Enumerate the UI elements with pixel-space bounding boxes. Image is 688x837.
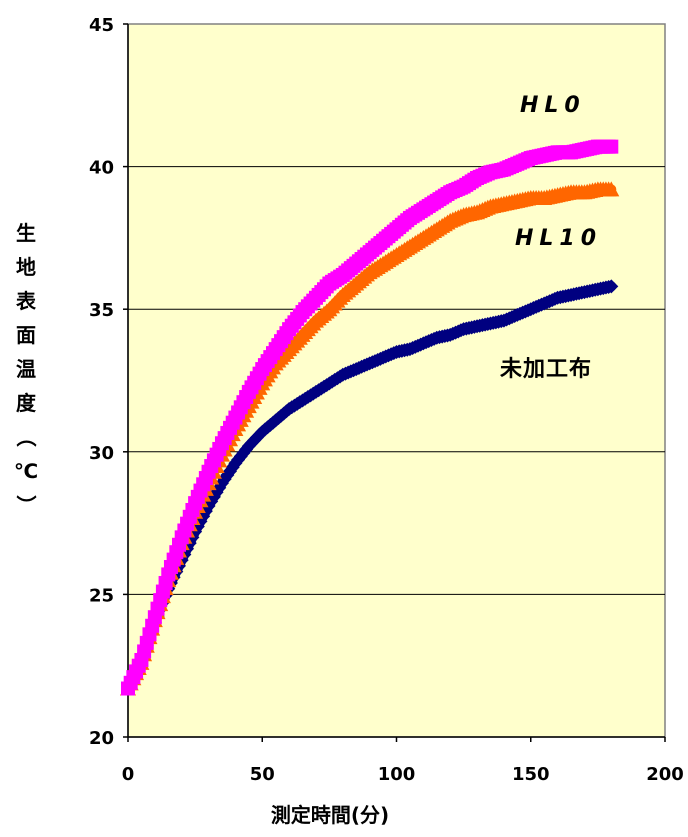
y-tick-label: 35 xyxy=(89,300,114,321)
x-tick-label: 100 xyxy=(378,764,416,785)
data-point xyxy=(604,139,619,154)
plot-area xyxy=(127,23,666,738)
y-tick-label: 40 xyxy=(89,158,114,179)
x-tick-label: 150 xyxy=(512,764,550,785)
x-axis-label: 測定時間(分) xyxy=(271,803,389,827)
y-tick-label: 45 xyxy=(89,15,114,36)
x-tick-label: 50 xyxy=(250,764,275,785)
y-tick-label: 30 xyxy=(89,443,114,464)
series-hl0 xyxy=(121,139,619,696)
y-ticks: 20 25 30 35 40 45 xyxy=(89,15,128,749)
y-axis-label-char: ） xyxy=(14,495,38,515)
x-tick-label: 0 xyxy=(122,764,135,785)
y-tick-label: 20 xyxy=(89,728,114,749)
series-label-hl10: HL10 xyxy=(515,226,602,251)
y-axis-label-char: 生 xyxy=(16,221,36,245)
data-point xyxy=(604,279,619,294)
y-axis-label-char: 度 xyxy=(16,391,37,415)
series xyxy=(120,139,620,696)
series-label-untreated: 未加工布 xyxy=(500,356,592,382)
y-tick-label: 25 xyxy=(89,585,114,606)
y-axis-label-char: ℃ xyxy=(14,459,38,483)
y-axis-label-char: 地 xyxy=(16,255,36,279)
x-ticks: 0 50 100 150 200 xyxy=(122,737,684,785)
series-label-hl0: HL0 xyxy=(520,93,586,118)
x-tick-label: 200 xyxy=(646,764,684,785)
y-axis-label-char: 温 xyxy=(16,357,36,381)
y-axis-label-char: 面 xyxy=(16,323,36,347)
y-axis-label-char: 表 xyxy=(16,289,37,313)
data-point xyxy=(603,181,620,197)
y-axis-label-char: （ xyxy=(14,427,38,447)
